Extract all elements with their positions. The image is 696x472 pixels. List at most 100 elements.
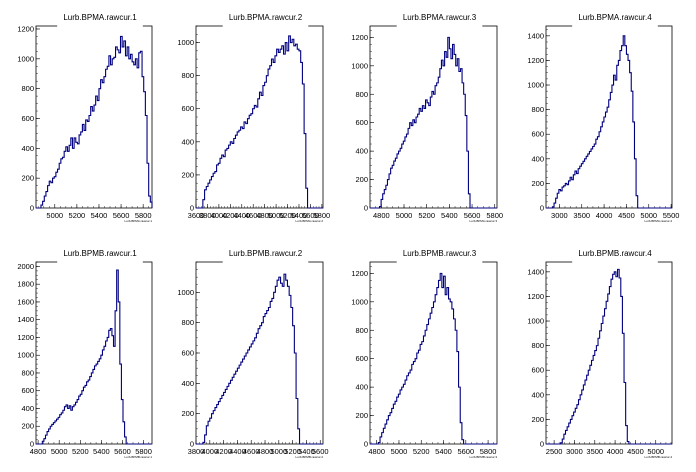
histogram-panel: Lurb.BPMB.rawcur.1 0 200 400 600 800 1000 1200 1… xyxy=(17,248,153,459)
y-tick-label: 600 xyxy=(181,104,194,113)
plot-frame xyxy=(545,25,673,209)
y-tick-label: 1200 xyxy=(17,24,34,33)
plot-frame xyxy=(195,261,324,445)
x-tick-label: 5600 xyxy=(312,447,329,456)
x-tick-label: 4500 xyxy=(627,447,644,456)
y-tick-label: 400 xyxy=(21,404,34,413)
y-tick-label: 200 xyxy=(181,170,194,179)
y-tick-label: 600 xyxy=(531,366,544,375)
x-tick-label: 3500 xyxy=(586,447,603,456)
y-tick-label: 400 xyxy=(181,379,194,388)
y-tick-label: 400 xyxy=(181,137,194,146)
x-tick-label: 4800 xyxy=(30,447,47,456)
x-tick-label: 5600 xyxy=(302,211,319,220)
histogram-panel: Lurb.BPMB.rawcur.4 0 200 400 600 800 1000 1200 1… xyxy=(527,248,673,459)
x-tick-label: 5400 xyxy=(291,211,308,220)
histogram-line xyxy=(546,35,672,209)
x-tick-label: 5200 xyxy=(69,211,86,220)
histogram-panel: Lurb.BPMA.rawcur.1 0 200 400 600 800 1000 1200 5… xyxy=(17,12,153,223)
panel-title: Lurb.BPMB.rawcur.2 xyxy=(229,249,303,258)
x-tick-label: 4600 xyxy=(243,447,260,456)
y-tick-label: 1000 xyxy=(17,54,34,63)
x-tick-label: 5000 xyxy=(647,447,664,456)
x-tick-label: 5000 xyxy=(51,447,68,456)
x-tick-label: 5600 xyxy=(457,447,474,456)
x-tick-label: 5600 xyxy=(114,447,131,456)
y-tick-label: 0 xyxy=(364,440,368,449)
y-tick-label: 0 xyxy=(190,204,194,213)
y-tick-label: 800 xyxy=(355,90,368,99)
y-tick-label: 1400 xyxy=(17,315,34,324)
panel-title: Lurb.BPMB.rawcur.3 xyxy=(403,249,477,258)
histogram-panel: Lurb.BPMA.rawcur.2 0 200 400 600 800 1000 36003… xyxy=(177,12,330,223)
title-box xyxy=(572,248,658,264)
y-tick-label: 1200 xyxy=(527,292,544,301)
y-tick-label: 1000 xyxy=(527,81,544,90)
y-tick-label: 200 xyxy=(355,175,368,184)
y-tick-label: 400 xyxy=(21,144,34,153)
y-tick-label: 1000 xyxy=(351,61,368,70)
x-tick-label: 5800 xyxy=(135,447,152,456)
y-tick-label: 1200 xyxy=(527,56,544,65)
x-tick-label: 5200 xyxy=(279,211,296,220)
y-tick-label: 0 xyxy=(540,440,544,449)
x-tick-label: 4200 xyxy=(215,447,232,456)
x-tick-label: 4000 xyxy=(607,447,624,456)
y-tick-label: 1000 xyxy=(177,38,194,47)
y-tick-label: 200 xyxy=(355,411,368,420)
title-box xyxy=(222,12,309,28)
plot-frame xyxy=(369,261,498,445)
x-tick-label: 4000 xyxy=(201,447,218,456)
x-axis-label: Lurb.BPMA.rawcur.4 xyxy=(644,219,672,223)
x-tick-label: 5800 xyxy=(314,211,331,220)
x-tick-label: 4200 xyxy=(222,211,239,220)
x-tick-label: 4800 xyxy=(256,211,273,220)
y-tick-label: 1600 xyxy=(17,297,34,306)
x-tick-label: 5000 xyxy=(270,447,287,456)
x-tick-label: 5400 xyxy=(298,447,315,456)
x-tick-label: 3600 xyxy=(188,211,205,220)
y-tick-label: 200 xyxy=(181,409,194,418)
x-tick-label: 5000 xyxy=(391,447,408,456)
x-tick-label: 5000 xyxy=(396,211,413,220)
x-tick-label: 4000 xyxy=(211,211,228,220)
y-tick-label: 0 xyxy=(364,204,368,213)
y-tick-label: 200 xyxy=(21,422,34,431)
y-tick-label: 1000 xyxy=(17,351,34,360)
x-tick-label: 5800 xyxy=(480,447,497,456)
x-tick-label: 3800 xyxy=(199,211,216,220)
y-tick-label: 400 xyxy=(531,390,544,399)
title-box xyxy=(57,248,143,264)
histogram-line xyxy=(36,35,153,209)
panel-title: Lurb.BPMA.rawcur.3 xyxy=(403,13,477,22)
histogram-panel: Lurb.BPMB.rawcur.20200400600800100038004… xyxy=(177,248,329,459)
x-tick-label: 2500 xyxy=(546,447,563,456)
y-tick-label: 800 xyxy=(355,326,368,335)
y-tick-label: 1400 xyxy=(527,267,544,276)
x-tick-label: 3000 xyxy=(551,211,568,220)
x-tick-label: 4400 xyxy=(233,211,250,220)
histogram-line xyxy=(196,35,323,209)
panel-title: Lurb.BPMB.rawcur.1 xyxy=(63,249,137,258)
y-tick-label: 600 xyxy=(355,118,368,127)
plot-frame xyxy=(35,25,153,209)
x-axis-label: Lurb.BPMB.rawcur.3 xyxy=(469,455,497,459)
y-tick-label: 400 xyxy=(355,147,368,156)
x-tick-label: 5000 xyxy=(46,211,63,220)
title-box xyxy=(572,12,658,28)
y-tick-label: 600 xyxy=(21,114,34,123)
histogram-line xyxy=(370,36,497,209)
x-tick-label: 5200 xyxy=(284,447,301,456)
x-tick-label: 5000 xyxy=(640,211,657,220)
y-tick-label: 800 xyxy=(21,368,34,377)
y-tick-label: 1000 xyxy=(177,288,194,297)
y-tick-label: 200 xyxy=(531,415,544,424)
x-tick-label: 5800 xyxy=(486,211,503,220)
histogram-panel: Lurb.BPMA.rawcur.3 0 200 400 600 800 1000 1200 4… xyxy=(351,12,503,223)
x-tick-label: 5400 xyxy=(93,447,110,456)
y-tick-label: 200 xyxy=(531,179,544,188)
x-tick-label: 4400 xyxy=(229,447,246,456)
x-axis-label: Lurb.BPMA.rawcur.1 xyxy=(124,219,152,223)
histogram-line xyxy=(370,272,497,445)
y-tick-label: 600 xyxy=(355,354,368,363)
